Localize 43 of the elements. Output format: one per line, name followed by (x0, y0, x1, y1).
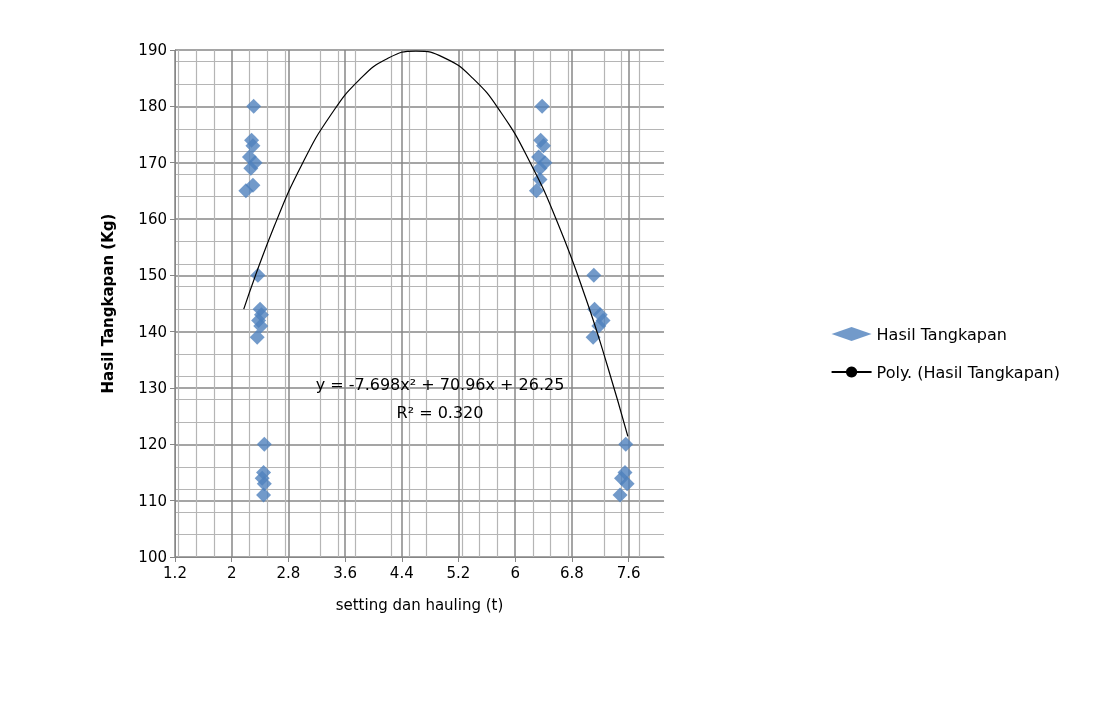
point (534, 98, 550, 114)
y-axis-title: Hasil Tangkapan (Kg) (98, 213, 117, 394)
x-tick-label: 3.6 (333, 563, 358, 582)
y-tick-label: 160 (138, 210, 167, 228)
point (245, 138, 261, 154)
y-tick-label: 130 (138, 379, 167, 397)
x-tick-label: 4.4 (389, 563, 414, 582)
point (243, 160, 259, 176)
y-tick-label: 140 (138, 322, 167, 341)
annotation: y = -7.698x² + 70.96x + 26.25 (315, 374, 565, 394)
x-tick-label: 7.6 (616, 563, 641, 582)
point (619, 476, 635, 492)
point (249, 329, 265, 345)
y-tick-label: 150 (138, 266, 167, 285)
point (536, 138, 552, 154)
annotation: R² = 0.320 (396, 402, 484, 422)
y-tick-label: 100 (138, 548, 167, 566)
point (256, 436, 272, 452)
point (612, 487, 628, 503)
y-tick-label: 110 (138, 491, 167, 510)
point (245, 177, 261, 193)
point (256, 476, 272, 492)
y-tick-label: 170 (138, 153, 167, 172)
point (528, 183, 544, 199)
x-axis-title: setting dan hauling (t) (335, 595, 504, 614)
point (585, 329, 601, 345)
y-tick-label: 120 (138, 435, 167, 454)
point (532, 160, 548, 176)
y-tick-label: 180 (138, 97, 167, 116)
point (256, 487, 272, 503)
x-tick-label: 5.2 (446, 563, 471, 582)
x-tick-label: 6.8 (559, 563, 584, 582)
point (246, 98, 262, 114)
x-tick-label: 2 (226, 563, 237, 582)
point (253, 318, 269, 334)
legend-label: Poly. (Hasil Tangkapan) (876, 362, 1060, 382)
x-tick-label: 1.2 (163, 563, 187, 582)
legend-label: Hasil Tangkapan (876, 324, 1007, 344)
y-tick-label: 190 (138, 41, 167, 59)
point (586, 267, 602, 283)
x-tick-label: 6 (510, 563, 520, 582)
point (618, 436, 634, 452)
x-tick-label: 2.8 (276, 563, 301, 582)
